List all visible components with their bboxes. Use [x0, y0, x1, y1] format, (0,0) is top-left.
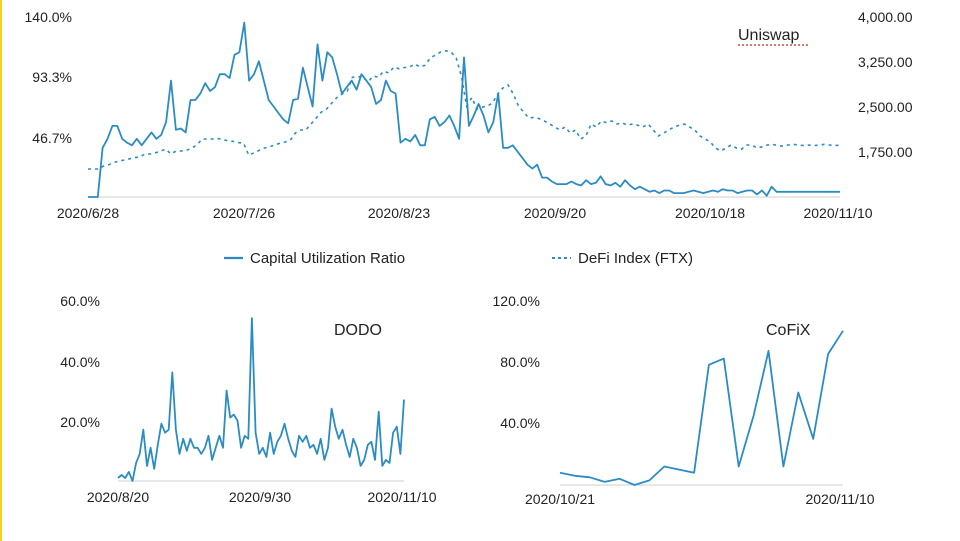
uniswap-x-tick: 2020/7/26	[213, 205, 275, 221]
uniswap-y-right-tick: 1,750.00	[858, 144, 913, 160]
uniswap-x-tick: 2020/8/23	[368, 205, 430, 221]
uniswap-y-left-tick: 140.0%	[25, 9, 72, 25]
legend-solid-label: Capital Utilization Ratio	[250, 250, 405, 267]
cofix-y-tick: 120.0%	[493, 293, 540, 309]
dodo-title: DODO	[334, 322, 382, 339]
uniswap-defi-index-line	[88, 49, 841, 170]
cofix-y-tick: 80.0%	[500, 354, 540, 370]
dodo-y-tick: 40.0%	[60, 354, 100, 370]
dodo-x-tick: 2020/9/30	[229, 489, 291, 505]
uniswap-chart: Uniswap 140.0% 93.3% 46.7% 4,000.00 3,25…	[25, 9, 913, 221]
uniswap-y-left-tick: 46.7%	[32, 130, 72, 146]
uniswap-x-tick: 2020/11/10	[803, 205, 872, 221]
cofix-y-tick: 40.0%	[500, 415, 540, 431]
uniswap-x-tick: 2020/6/28	[57, 205, 119, 221]
left-accent-rule	[0, 0, 2, 541]
uniswap-title: Uniswap	[738, 27, 799, 44]
cofix-title: CoFiX	[766, 322, 811, 339]
dodo-x-tick: 2020/8/20	[87, 489, 149, 505]
uniswap-x-tick: 2020/10/18	[675, 205, 745, 221]
cofix-x-tick: 2020/10/21	[525, 491, 595, 507]
cofix-x-tick: 2020/11/10	[805, 491, 874, 507]
uniswap-y-left-tick: 93.3%	[32, 69, 72, 85]
uniswap-y-right-tick: 4,000.00	[858, 9, 913, 25]
dodo-utilization-line	[117, 317, 405, 482]
dodo-x-tick: 2020/11/10	[367, 489, 436, 505]
uniswap-y-right-tick: 3,250.00	[858, 54, 913, 70]
cofix-chart: CoFiX 120.0% 80.0% 40.0% 2020/10/21 2020…	[493, 293, 875, 507]
dodo-chart: DODO 60.0% 40.0% 20.0% 2020/8/20 2020/9/…	[60, 293, 436, 505]
legend: Capital Utilization Ratio DeFi Index (FT…	[224, 250, 693, 267]
uniswap-utilization-line	[88, 21, 840, 198]
legend-dashed-label: DeFi Index (FTX)	[578, 250, 693, 267]
cofix-utilization-line	[559, 330, 844, 486]
dodo-y-tick: 60.0%	[60, 293, 100, 309]
dodo-y-tick: 20.0%	[60, 414, 100, 430]
uniswap-x-tick: 2020/9/20	[524, 205, 586, 221]
uniswap-y-right-tick: 2,500.00	[858, 99, 913, 115]
